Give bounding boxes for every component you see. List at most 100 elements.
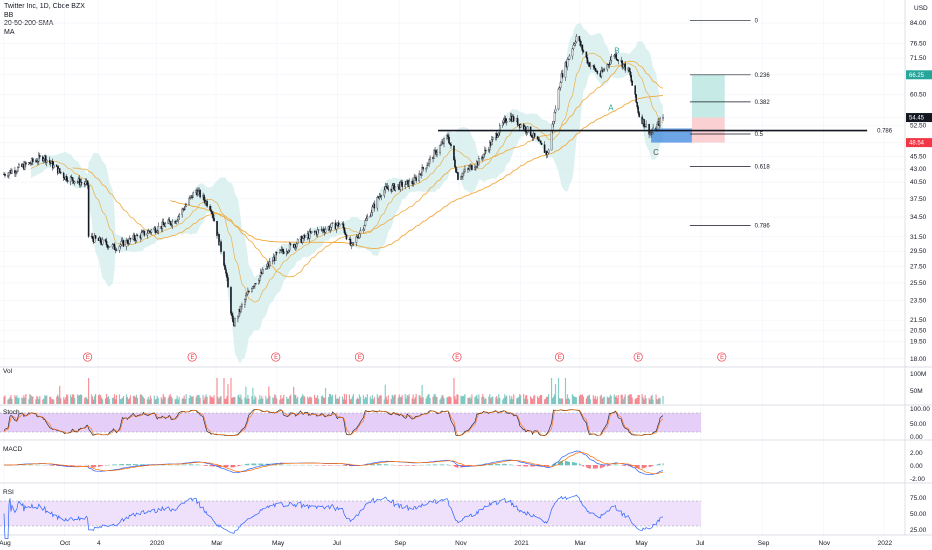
volume-bar [105,393,108,404]
indicator-ma[interactable]: MA [4,28,15,36]
macd-histogram-bar [345,465,347,466]
macd-histogram-bar [571,462,573,466]
volume-bar [286,396,288,404]
candle-body [157,225,160,232]
volume-bar [386,399,388,404]
volume-bar [246,398,248,404]
candle-body [489,142,491,151]
candle-body [573,43,576,46]
macd-histogram-bar [595,465,597,469]
price-tags: 66.25 54.45 48.54 [906,70,932,148]
macd-histogram-bar [23,464,25,466]
candle-body [93,235,96,243]
macd-histogram-bar [163,464,165,466]
volume-bar [23,395,25,404]
volume-bar [342,399,345,404]
candle-body [269,261,271,267]
macd-histogram-bar [613,464,615,466]
volume-bar [551,398,554,404]
candle-body [359,230,362,235]
indicator-sma[interactable]: 20-50-200-SMA [4,20,54,27]
time-axis[interactable]: Aug Oct 4 2020 Mar May Jul Sep Nov 2021 Mar May Jul S… [0,540,893,547]
candle-body [630,75,632,82]
volume-bar [608,396,610,404]
volume-bar [498,394,500,404]
chart-title[interactable]: Twitter Inc, 1D, Cboe BZX [4,3,85,10]
panel-label-volume: Vol [3,368,13,375]
volume-bar [94,393,97,404]
volume-bar [121,397,124,404]
candle-body [427,163,429,166]
price-axis[interactable]: USD 84.00 76.50 71.50 60.50 52.50 45.50 43.00 40… [910,5,928,363]
volume-bar [184,399,186,404]
volume-bar [636,397,638,404]
macd-histogram-bar [239,465,241,466]
time-tick: May [635,540,648,547]
volume-bar [308,398,310,404]
volume-bar [513,394,515,404]
volume-bar [593,398,595,404]
time-tick: 4 [97,540,101,547]
volume-bar [53,399,55,404]
macd-histogram-bar [261,463,263,466]
candle-body [78,178,81,186]
volume-bar [45,396,47,404]
candle-body [32,158,34,163]
panel-scale-label: 50M [910,388,923,395]
volume-bar [244,397,246,404]
price-tick: 31.50 [910,234,927,241]
volume-bar [399,396,401,404]
volume-bar [269,395,271,404]
macd-histogram-bar [601,465,603,468]
macd-histogram-bar [286,464,288,466]
macd-histogram-bar [616,464,618,466]
volume-bar [655,394,657,404]
indicator-bb[interactable]: BB [4,11,14,19]
macd-histogram-bar [262,463,264,466]
volume-bar [224,398,226,404]
volume-bar [650,396,652,404]
candle-body [266,266,268,269]
candle-body [488,149,490,152]
volume-bar [290,394,292,404]
macd-histogram-bar [457,465,459,468]
fib-retracement[interactable]: 0 0.236 0.382 0.5 0.618 0.786 0.786 [438,18,893,229]
candle-body [216,220,218,236]
candle-body [566,58,569,67]
candle-body [609,60,612,65]
volume-bar [603,396,605,404]
volume-bar [457,394,459,404]
macd-histogram-bar [593,465,595,469]
volume-bar [376,394,378,404]
candle-body [16,171,18,173]
volume-bar [503,398,505,404]
macd-histogram-bar [372,464,374,466]
volume-bar [220,396,222,404]
volume-bar [58,396,60,404]
candle-body [498,132,500,137]
volume-bar [344,399,347,404]
volume-bar [190,396,192,404]
macd-histogram-bar [376,463,378,466]
volume-bar [241,399,243,404]
candle-body [502,119,505,123]
macd-histogram-bar [282,464,284,466]
volume-bar [304,396,306,404]
volume-bar [652,399,654,404]
macd-histogram-bar [572,462,574,466]
volume-bar [659,398,661,404]
candle-body [659,118,661,126]
macd-histogram-bar [181,464,183,466]
volume-bar [114,399,117,404]
candle-body [552,121,555,125]
volume-bar [72,394,74,404]
candle-body [496,133,498,138]
macd-histogram-bar [645,465,647,468]
macd-histogram-bar [178,464,180,466]
candle-body [484,150,486,155]
volume-bar [63,397,65,404]
candle-body [557,88,560,110]
volume-bar [260,398,262,404]
